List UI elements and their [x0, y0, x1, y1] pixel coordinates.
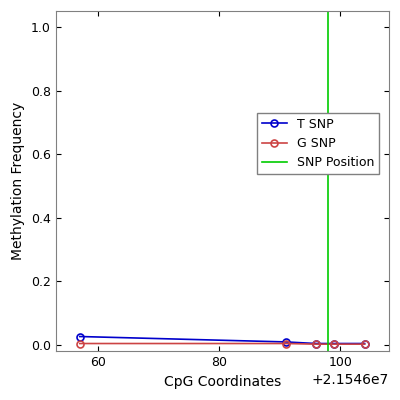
G SNP [77, 341, 82, 346]
T SNP [314, 341, 318, 346]
Line: T SNP: T SNP [76, 333, 368, 347]
T SNP [362, 341, 367, 346]
T SNP [332, 341, 337, 346]
T SNP [77, 334, 82, 339]
X-axis label: CpG Coordinates: CpG Coordinates [164, 375, 281, 389]
Y-axis label: Methylation Frequency: Methylation Frequency [11, 102, 25, 260]
G SNP [314, 342, 318, 346]
G SNP [284, 341, 288, 346]
G SNP [332, 342, 337, 346]
Legend: T SNP, G SNP, SNP Position: T SNP, G SNP, SNP Position [257, 113, 379, 174]
T SNP [284, 340, 288, 344]
G SNP [362, 342, 367, 346]
Line: G SNP: G SNP [76, 340, 368, 348]
